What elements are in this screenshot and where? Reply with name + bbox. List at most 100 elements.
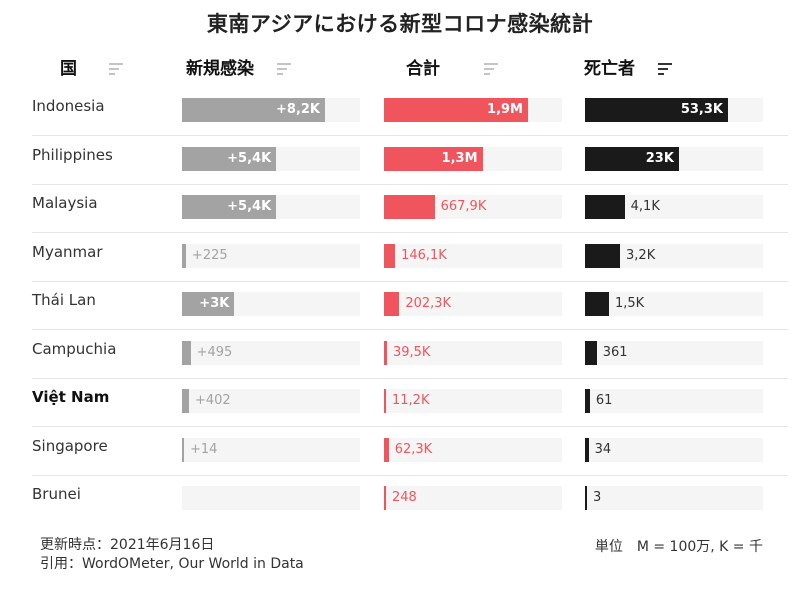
deaths-track: 4,1K: [585, 195, 763, 219]
total-cases-track: 1,9M: [384, 98, 562, 122]
total-cases-track: 1,3M: [384, 146, 562, 171]
sort-deaths-icon[interactable]: [658, 63, 672, 75]
deaths-track: 1,5K: [585, 292, 763, 316]
total-cases-bar[interactable]: [384, 292, 400, 316]
header-total-cases[interactable]: 合計: [406, 59, 440, 79]
deaths-bar[interactable]: [585, 486, 587, 510]
header-new-cases[interactable]: 新規感染: [186, 59, 254, 79]
new-cases-track: +225: [182, 243, 360, 268]
new-cases-label: +5,4K: [227, 199, 272, 214]
deaths-bar[interactable]: [585, 292, 609, 316]
total-cases-bar[interactable]: [384, 389, 386, 413]
row-divider: [32, 474, 788, 476]
new-cases-bar[interactable]: [182, 195, 277, 219]
table-row: Việt Nam +402 11,2K 61: [32, 388, 788, 436]
deaths-track: 53,3K: [585, 98, 763, 122]
total-cases-bar[interactable]: [384, 340, 387, 365]
new-cases-label: +8,2K: [276, 102, 320, 117]
deaths-label: 3,2K: [626, 247, 656, 263]
total-cases-track: 248: [384, 486, 562, 510]
country-name: Myanmar: [32, 242, 103, 261]
total-cases-label: 39,5K: [392, 344, 431, 360]
country-name: Campuchia: [32, 339, 117, 358]
deaths-bar[interactable]: [585, 195, 625, 219]
new-cases-label: +5,4K: [227, 150, 272, 166]
deaths-track: 361: [585, 340, 763, 365]
total-cases-label: 146,1K: [401, 247, 447, 263]
table-row: Campuchia +495 39,5K 361: [32, 340, 788, 388]
country-name: Philippines: [32, 145, 113, 164]
new-cases-bar[interactable]: [182, 146, 277, 171]
row-divider: [32, 135, 788, 136]
new-cases-track: +402: [182, 389, 360, 413]
row-divider: [32, 183, 788, 185]
new-cases-bar[interactable]: [182, 437, 184, 462]
new-cases-label: +14: [190, 441, 218, 457]
new-cases-bar[interactable]: [182, 340, 191, 365]
deaths-label: 53,3K: [680, 102, 723, 117]
sort-new-cases-icon[interactable]: [277, 63, 291, 75]
new-cases-label: +402: [195, 393, 231, 408]
row-divider: [32, 280, 788, 282]
deaths-bar[interactable]: [585, 389, 590, 413]
header-country[interactable]: 国: [60, 59, 77, 79]
total-cases-track: 146,1K: [384, 243, 562, 268]
deaths-bar[interactable]: [585, 98, 728, 122]
deaths-label: 1,5K: [614, 296, 645, 311]
sort-country-icon[interactable]: [109, 63, 123, 75]
deaths-label: 61: [595, 393, 613, 408]
total-cases-bar[interactable]: [384, 98, 528, 122]
deaths-bar[interactable]: [585, 243, 621, 268]
total-cases-track: 62,3K: [384, 437, 562, 462]
deaths-track: 61: [585, 389, 763, 413]
update-date: 更新時点：2021年6月16日: [40, 537, 215, 553]
header-deaths[interactable]: 死亡者: [584, 59, 635, 79]
total-cases-track: 11,2K: [384, 389, 562, 413]
new-cases-track: +3K: [182, 292, 360, 316]
table-row: Indonesia +8,2K 1,9M 53,3K: [32, 97, 788, 145]
deaths-label: 3: [593, 490, 602, 505]
country-name: Indonesia: [32, 97, 105, 115]
table-row: Singapore +14 62,3K 34: [32, 437, 788, 485]
total-cases-bar[interactable]: [384, 243, 396, 268]
footer-notes: 更新時点：2021年6月16日 引用：WordOMeter, Our World…: [40, 536, 304, 574]
deaths-label: 4,1K: [630, 199, 660, 214]
table-row: Brunei 248 3: [32, 485, 788, 533]
total-cases-label: 62,3K: [394, 441, 433, 457]
deaths-bar[interactable]: [585, 340, 597, 365]
new-cases-label: +225: [191, 247, 228, 263]
country-name: Việt Nam: [32, 388, 110, 406]
row-divider: [32, 426, 788, 427]
total-cases-bar[interactable]: [384, 486, 386, 510]
total-cases-bar[interactable]: [384, 146, 483, 171]
chart-title: 東南アジアにおける新型コロナ感染統計: [206, 12, 594, 36]
new-cases-bar[interactable]: [182, 292, 235, 316]
new-cases-track: +5,4K: [182, 146, 360, 171]
new-cases-track: +8,2K: [182, 98, 360, 122]
country-name: Singapore: [32, 436, 108, 455]
new-cases-track: [182, 486, 360, 510]
table-row: Myanmar +225 146,1K 3,2K: [32, 243, 788, 291]
total-cases-track: 39,5K: [384, 340, 562, 365]
sort-total-cases-icon[interactable]: [484, 63, 498, 75]
new-cases-bar[interactable]: [182, 98, 325, 122]
total-cases-label: 11,2K: [392, 393, 430, 408]
deaths-bar[interactable]: [585, 146, 679, 171]
total-cases-bar[interactable]: [384, 195, 435, 219]
table-row: Philippines +5,4K 1,3M 23K: [32, 146, 788, 194]
deaths-label: 34: [594, 441, 612, 457]
total-cases-label: 667,9K: [440, 199, 487, 214]
total-cases-bar[interactable]: [384, 437, 389, 462]
table-row: Malaysia +5,4K 667,9K 4,1K: [32, 194, 788, 242]
total-cases-label: 1,3M: [441, 150, 478, 166]
country-name: Malaysia: [32, 194, 98, 212]
deaths-bar[interactable]: [585, 437, 589, 462]
row-divider: [32, 232, 788, 233]
new-cases-bar[interactable]: [182, 243, 186, 268]
table-row: Thái Lan +3K 202,3K 1,5K: [32, 291, 788, 339]
new-cases-label: +495: [196, 344, 233, 360]
total-cases-track: 202,3K: [384, 292, 562, 316]
deaths-track: 3: [585, 486, 763, 510]
total-cases-label: 202,3K: [405, 296, 452, 311]
new-cases-bar[interactable]: [182, 389, 189, 413]
